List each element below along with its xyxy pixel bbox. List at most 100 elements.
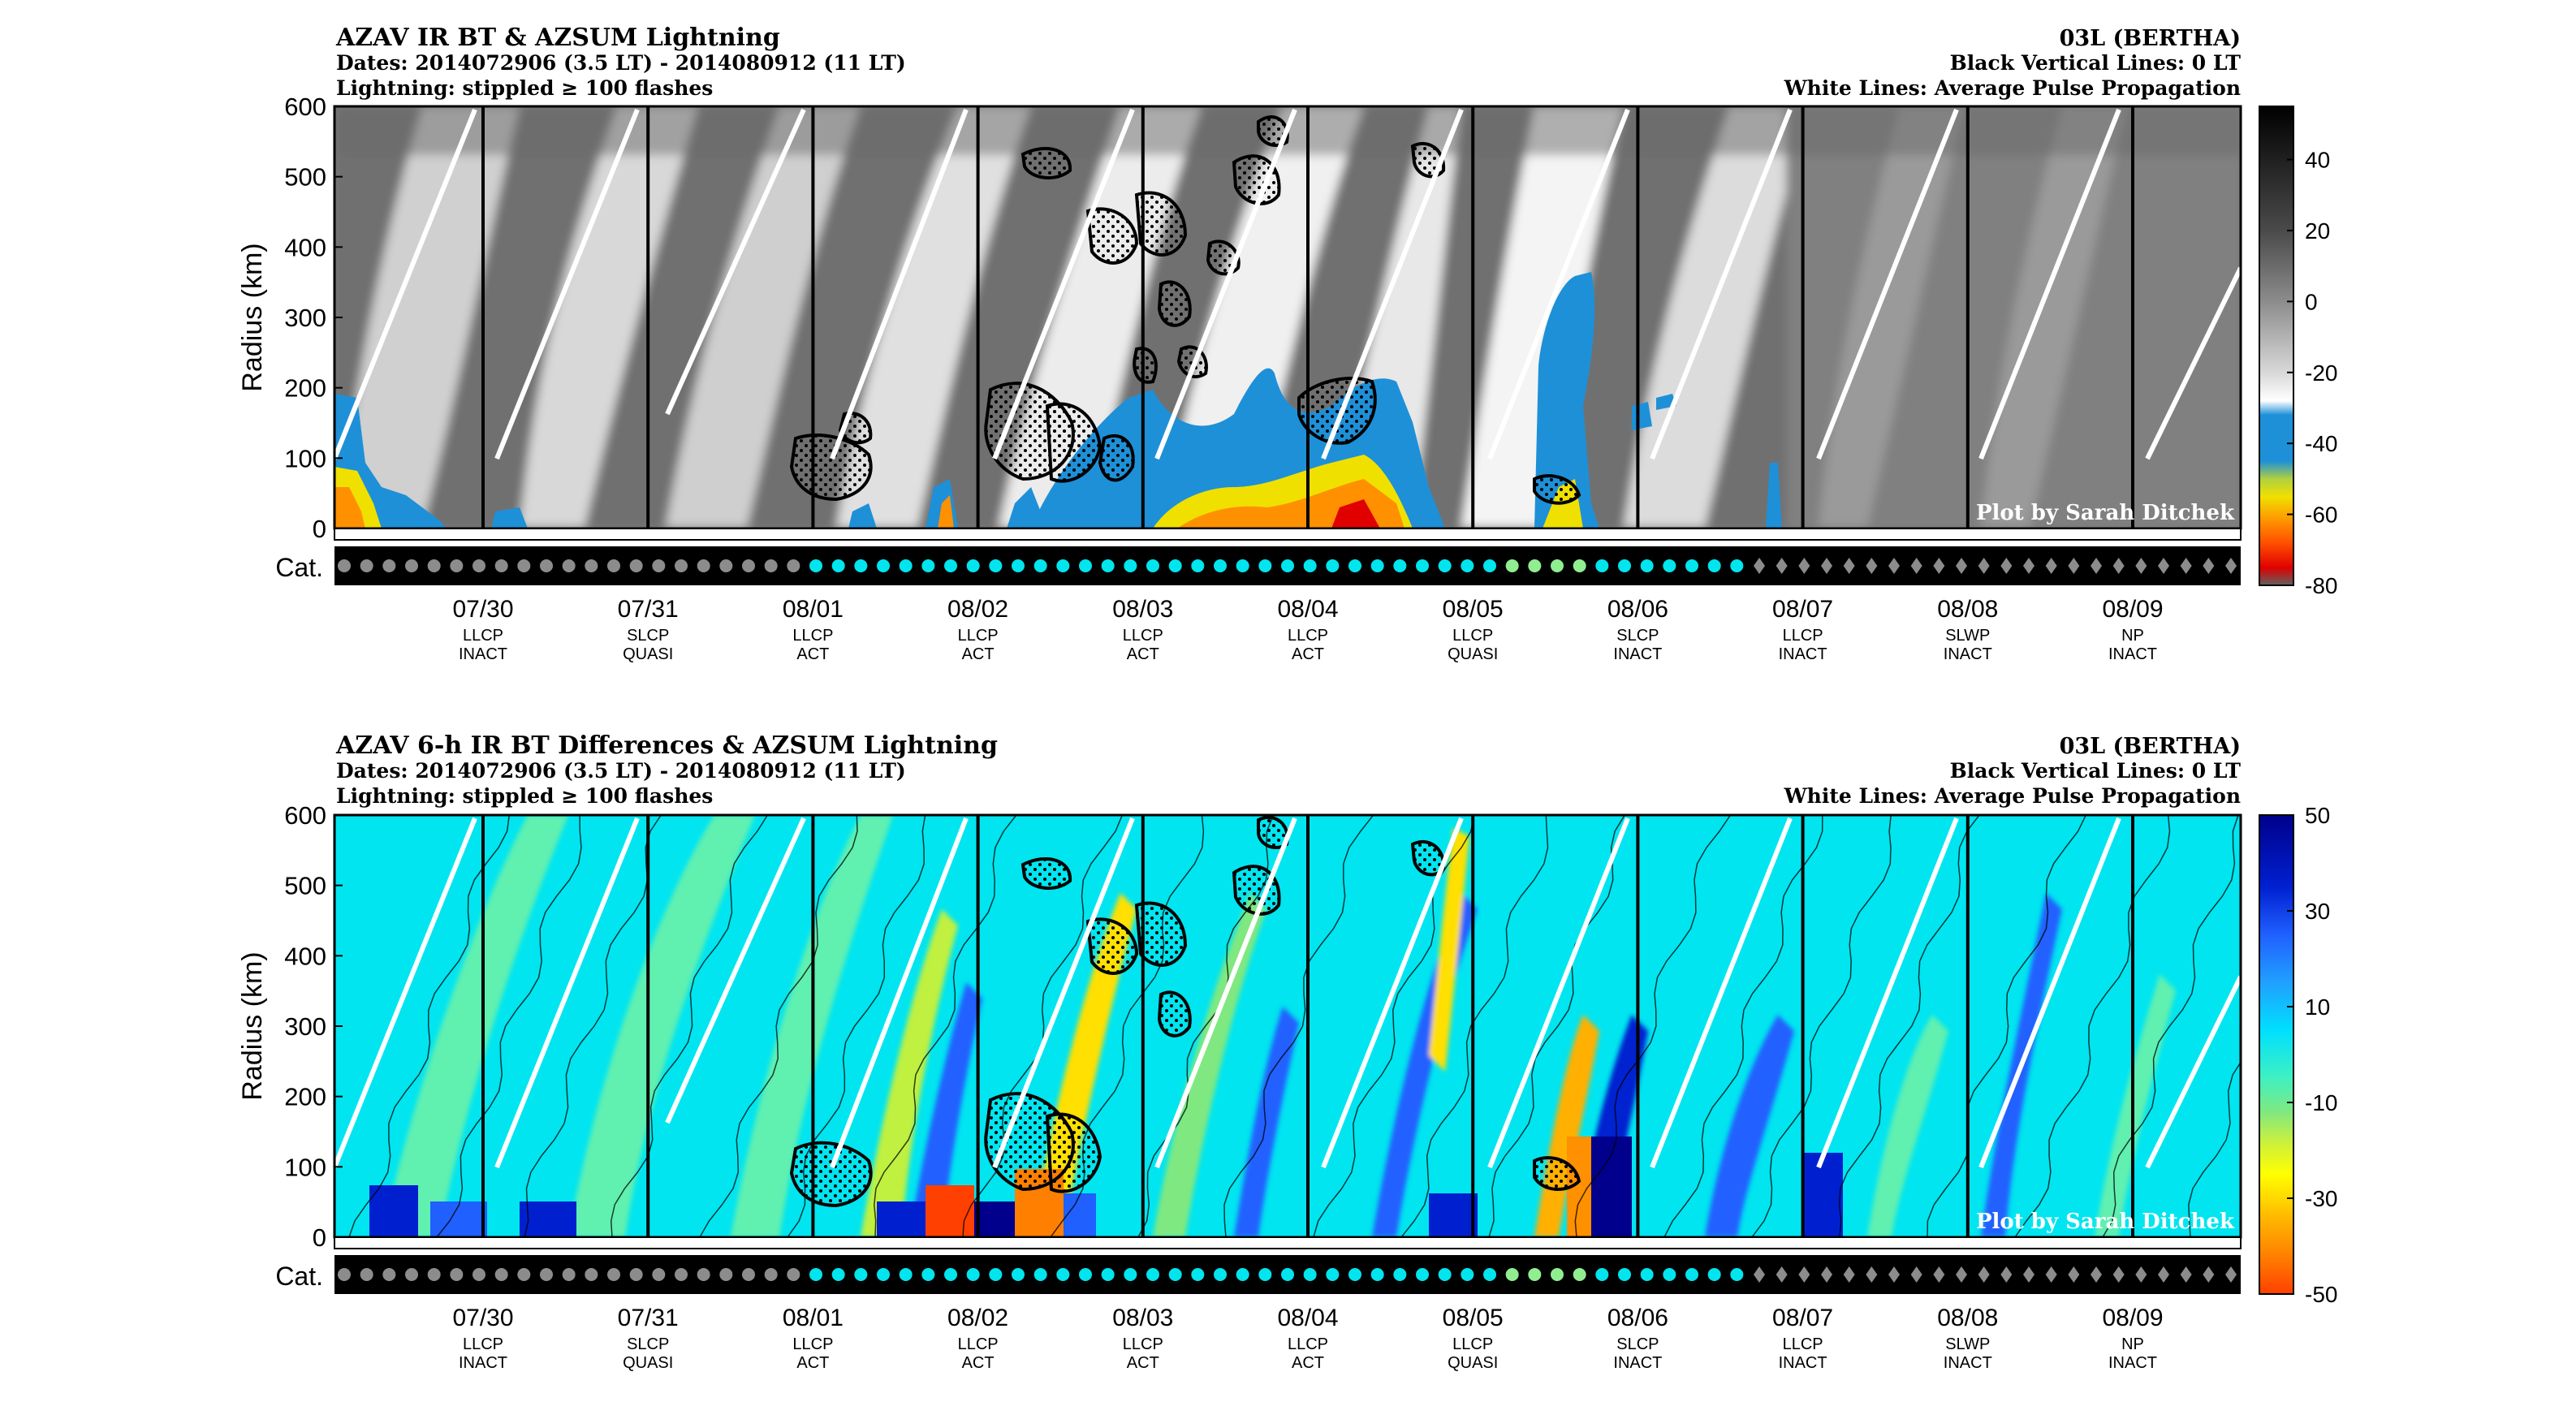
category-marker <box>652 1268 666 1281</box>
category-marker <box>1707 1268 1721 1281</box>
date-label: 08/02 <box>947 1305 1008 1331</box>
pulse-code-label: SLCP <box>1616 627 1659 645</box>
category-marker <box>1326 1268 1340 1281</box>
date-label: 08/05 <box>1443 1305 1504 1331</box>
category-marker <box>1258 559 1272 572</box>
category-marker <box>382 559 396 572</box>
pulse-code-label: LLCP <box>1288 627 1328 645</box>
date-label: 07/30 <box>452 1305 513 1331</box>
contour-line <box>1751 815 1892 1237</box>
category-marker <box>1326 559 1340 572</box>
contour-line <box>348 815 511 1237</box>
category-marker <box>877 1268 890 1281</box>
category-marker <box>2091 1266 2102 1283</box>
pulse-status-label: INACT <box>1613 1354 1662 1372</box>
category-marker <box>1776 558 1788 574</box>
category-marker <box>854 1268 868 1281</box>
top-white-lines-note: White Lines: Average Pulse Propagation <box>1784 76 2241 100</box>
pulse-code-label: NP <box>2121 627 2144 645</box>
category-marker <box>360 559 373 572</box>
category-marker <box>1573 1268 1586 1281</box>
category-marker <box>1168 1268 1182 1281</box>
category-marker <box>1528 1268 1542 1281</box>
category-marker <box>1685 1268 1698 1281</box>
pulse-status-label: INACT <box>1944 645 1992 663</box>
pulse-code-label: SLWP <box>1945 1335 1990 1353</box>
category-marker <box>562 1268 576 1281</box>
category-marker <box>854 559 868 572</box>
category-marker <box>1393 1268 1407 1281</box>
contour-line <box>436 815 582 1237</box>
y-tick-label: 600 <box>284 801 326 830</box>
category-marker <box>2045 558 2057 574</box>
top-storm: 03L (BERTHA) <box>2060 26 2241 51</box>
category-marker <box>1551 1268 1564 1281</box>
category-marker <box>494 1268 508 1281</box>
category-marker <box>899 559 913 572</box>
colorbar-tick-label: -30 <box>2305 1186 2337 1211</box>
category-marker <box>1393 559 1407 572</box>
category-marker <box>1618 1268 1631 1281</box>
colorbar-tick-label: -60 <box>2305 503 2337 528</box>
category-marker <box>831 1268 845 1281</box>
category-marker <box>1191 1268 1205 1281</box>
category-marker <box>1416 559 1429 572</box>
category-marker <box>2180 558 2192 574</box>
category-marker <box>427 559 441 572</box>
category-marker <box>338 559 351 572</box>
pulse-status-label: INACT <box>459 645 507 663</box>
category-marker <box>1978 558 1990 574</box>
category-marker <box>2068 1266 2080 1283</box>
category-marker <box>1033 1268 1047 1281</box>
category-marker <box>1888 1266 1900 1283</box>
category-marker <box>764 559 778 572</box>
pulse-code-label: LLCP <box>792 1335 833 1353</box>
pulse-status-label: ACT <box>796 1354 829 1372</box>
colorbar-tick-label: 20 <box>2305 218 2330 244</box>
category-marker <box>585 559 598 572</box>
contour-line <box>1663 815 1823 1237</box>
category-marker <box>1685 559 1698 572</box>
category-marker <box>2158 1266 2169 1283</box>
category-marker <box>697 1268 710 1281</box>
top-dates: Dates: 2014072906 (3.5 LT) - 2014080912 … <box>336 51 906 75</box>
pulse-status-label: QUASI <box>1448 1354 1498 1372</box>
category-marker <box>1483 559 1496 572</box>
date-label: 08/01 <box>783 596 844 623</box>
y-tick-label: 400 <box>284 942 326 970</box>
category-marker <box>1821 1266 1832 1283</box>
bottom-lightning-note: Lightning: stippled ≥ 100 flashes <box>336 784 713 808</box>
category-marker <box>1866 558 1878 574</box>
colorbar-tick-label: -10 <box>2305 1090 2337 1115</box>
top-lightning-note: Lightning: stippled ≥ 100 flashes <box>336 76 713 100</box>
category-marker <box>697 559 710 572</box>
category-marker <box>360 1268 373 1281</box>
category-marker <box>2203 558 2215 574</box>
category-marker <box>1933 1266 1945 1283</box>
date-label: 08/08 <box>1937 1305 1998 1331</box>
category-marker <box>2112 558 2125 574</box>
colorbar-tick-label: 30 <box>2305 899 2330 924</box>
category-marker <box>742 559 755 572</box>
category-marker <box>1012 559 1025 572</box>
contour-line <box>2188 1061 2241 1237</box>
date-label: 07/31 <box>618 596 679 623</box>
category-marker <box>629 1268 643 1281</box>
contour-line <box>1488 815 1625 1237</box>
category-marker <box>1214 559 1227 572</box>
category-marker <box>719 1268 733 1281</box>
category-marker <box>1618 559 1631 572</box>
bottom-white-lines-note: White Lines: Average Pulse Propagation <box>1784 784 2241 808</box>
category-marker <box>1461 559 1474 572</box>
category-marker <box>1505 559 1519 572</box>
category-marker <box>1640 559 1654 572</box>
date-label: 08/07 <box>1772 1305 1833 1331</box>
y-tick-label: 200 <box>284 1083 326 1111</box>
category-marker <box>405 1268 418 1281</box>
pulse-code-label: LLCP <box>1783 1335 1823 1353</box>
contour-line <box>524 815 662 1237</box>
category-marker <box>1146 559 1159 572</box>
category-marker <box>1033 559 1047 572</box>
category-marker <box>2158 558 2169 574</box>
category-marker <box>1124 1268 1137 1281</box>
